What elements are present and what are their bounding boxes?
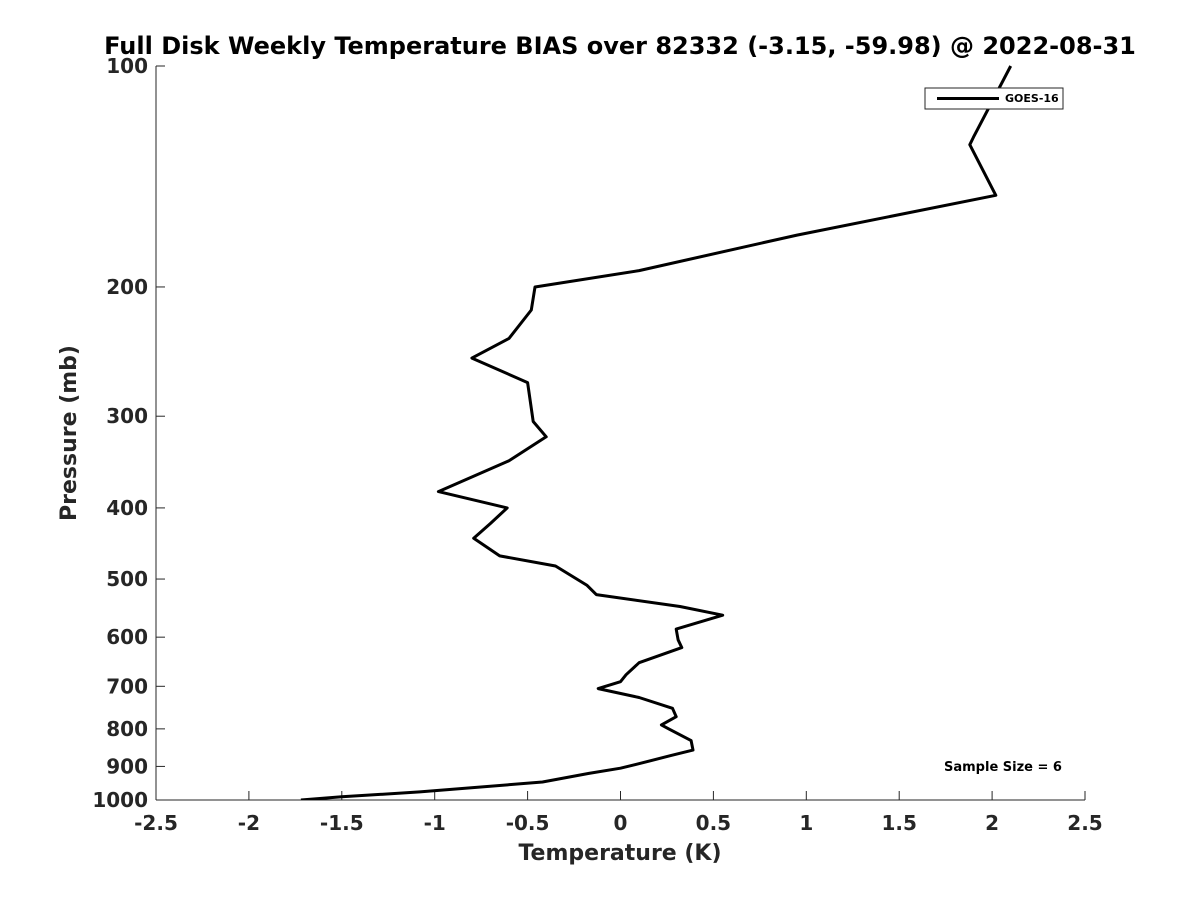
- y-tick-label: 700: [106, 674, 148, 698]
- y-tick-label: 500: [106, 567, 148, 591]
- y-tick-label: 300: [106, 404, 148, 428]
- x-tick-label: -1.5: [320, 811, 364, 835]
- x-axis-label: Temperature (K): [518, 841, 721, 866]
- y-tick-label: 600: [106, 625, 148, 649]
- chart-title: Full Disk Weekly Temperature BIAS over 8…: [104, 32, 1136, 60]
- y-tick-label: 400: [106, 496, 148, 520]
- y-tick-label: 100: [106, 54, 148, 78]
- x-tick-label: -1: [424, 811, 446, 835]
- x-axis-ticks: -2.5 -2 -1.5 -1 -0.5 0 0.5 1 1.5 2 2.5: [134, 791, 1103, 835]
- x-tick-label: 0: [614, 811, 628, 835]
- y-tick-label: 1000: [92, 788, 148, 812]
- series-line-goes-16: [300, 65, 1013, 800]
- x-tick-label: -0.5: [506, 811, 550, 835]
- x-tick-label: 1.5: [881, 811, 916, 835]
- legend-label: GOES-16: [1005, 92, 1059, 105]
- x-tick-label: -2.5: [134, 811, 178, 835]
- x-tick-label: 2: [985, 811, 999, 835]
- x-tick-label: -2: [238, 811, 260, 835]
- y-tick-label: 200: [106, 275, 148, 299]
- y-axis-label: Pressure (mb): [57, 345, 82, 521]
- y-axis-ticks: 100 200 300 400 500 600 700 800 900 1000: [92, 54, 165, 812]
- x-tick-label: 0.5: [696, 811, 731, 835]
- sample-size-annotation: Sample Size = 6: [944, 760, 1062, 775]
- y-tick-label: 800: [106, 717, 148, 741]
- legend: GOES-16: [924, 87, 1064, 110]
- x-tick-label: 2.5: [1067, 811, 1102, 835]
- x-tick-label: 1: [799, 811, 813, 835]
- y-tick-label: 900: [106, 754, 148, 778]
